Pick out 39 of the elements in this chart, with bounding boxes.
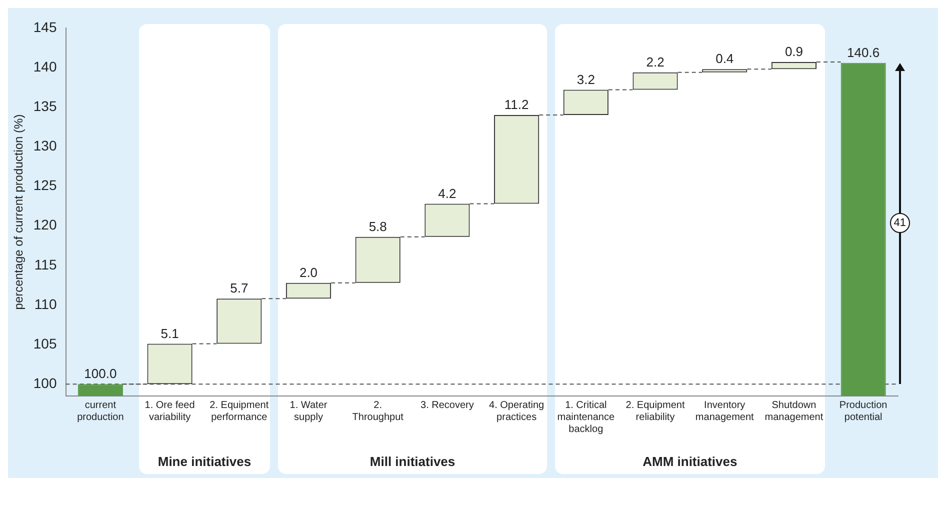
data-label: 5.8 [368, 219, 387, 234]
text: Mill initiatives [368, 454, 456, 469]
y-tick-label: 145 [33, 18, 57, 35]
x-tick-label: 1. Water supply [290, 400, 328, 423]
x-tick-label: 1. Critical maintenance backlog [557, 400, 615, 435]
x-tick-label: Production potential [839, 400, 888, 423]
y-tick-label: 140 [33, 58, 57, 74]
x-tick-label: 2. Equipment performance [210, 400, 269, 423]
x-tick-label: 3. Recovery [420, 400, 474, 411]
y-tick-label: 130 [33, 138, 57, 154]
annotation: 41 [890, 213, 910, 234]
x-tick-label: 4. Operating practices [489, 400, 544, 423]
y-tick-label: 100 [33, 374, 57, 391]
y-tick-label: 125 [33, 177, 57, 194]
data-label: 11.2 [504, 97, 529, 112]
x-tick-label: current production [77, 400, 124, 423]
data-label: 0.9 [784, 44, 804, 60]
data-label: 5.1 [160, 326, 179, 341]
x-tick-label: Shutdown management [764, 400, 824, 423]
y-tick-label: 115 [34, 256, 57, 272]
data-label: 5.7 [230, 280, 248, 296]
data-label: 2.0 [299, 264, 318, 280]
text: AMM initiatives [642, 454, 738, 469]
y-tick-label: 105 [33, 335, 57, 352]
y-axis-title: percentage of current production (%) [12, 114, 26, 310]
data-label: 140.6 [847, 44, 880, 60]
data-label: 2.2 [646, 54, 664, 70]
x-tick-label: Inventory management [695, 400, 754, 423]
text: Mine initiatives [156, 454, 252, 469]
y-tick-label: 135 [33, 98, 57, 114]
data-label: 3.2 [576, 72, 595, 87]
y-tick-label: 120 [33, 216, 57, 233]
data-label: 4.2 [438, 186, 456, 201]
x-tick-label: 1. Ore feed variability [144, 400, 195, 423]
y-tick-label: 110 [34, 296, 57, 312]
x-tick-label: 2. Throughput [352, 400, 404, 423]
data-label: 0.4 [716, 51, 734, 66]
x-tick-label: 2. Equipment reliability [626, 400, 685, 423]
data-label: 100.0 [84, 366, 117, 382]
